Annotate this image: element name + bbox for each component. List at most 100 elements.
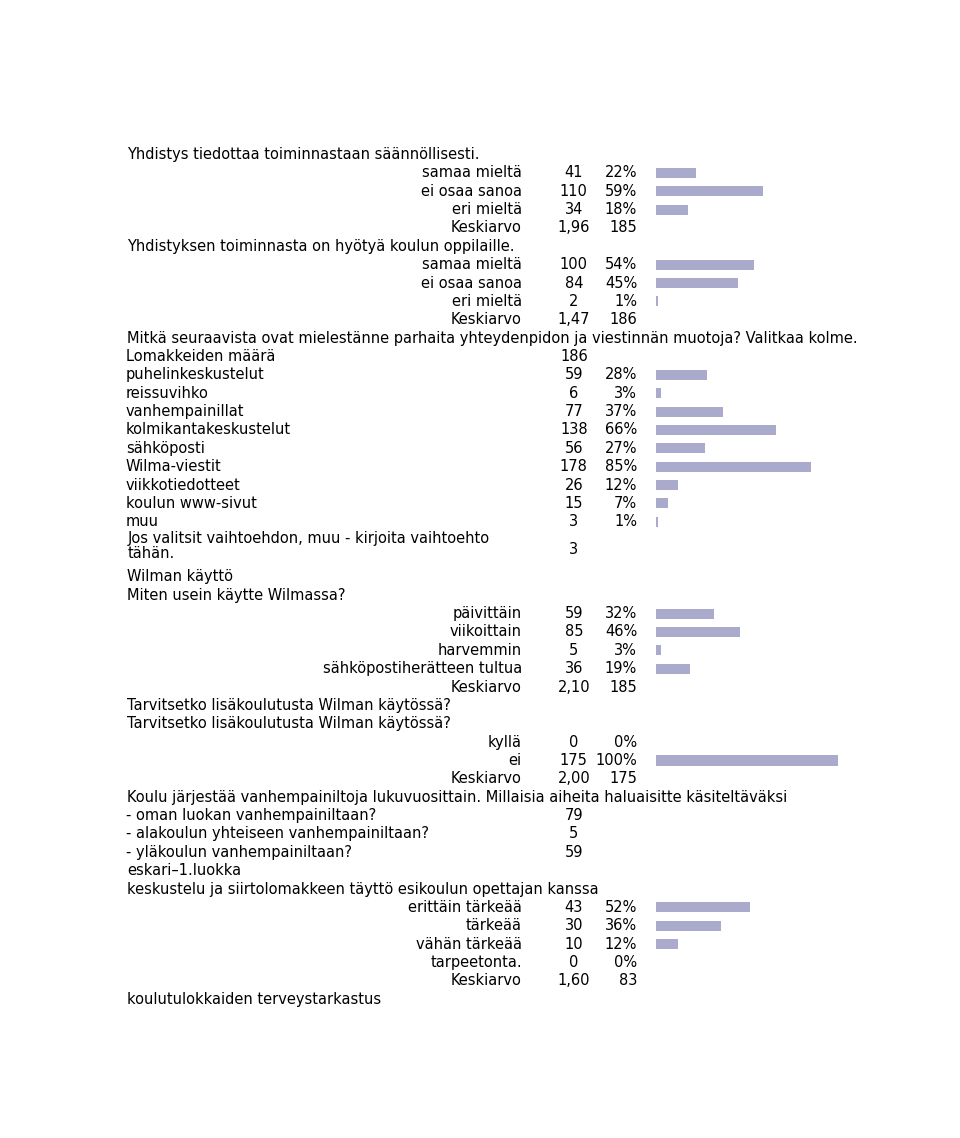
Text: 36: 36 [564, 661, 583, 676]
Text: 0: 0 [569, 735, 579, 750]
FancyBboxPatch shape [656, 627, 739, 637]
Text: Lomakkeiden määrä: Lomakkeiden määrä [126, 349, 276, 364]
Text: ei osaa sanoa: ei osaa sanoa [420, 275, 522, 290]
Text: 178: 178 [560, 460, 588, 475]
Text: Wilman käyttö: Wilman käyttö [128, 569, 233, 585]
Text: 3: 3 [569, 542, 579, 556]
Text: 138: 138 [560, 422, 588, 437]
Text: eskari–1.luokka: eskari–1.luokka [128, 864, 242, 879]
Text: muu: muu [126, 514, 159, 529]
FancyBboxPatch shape [656, 259, 755, 270]
Text: 36%: 36% [605, 918, 637, 933]
FancyBboxPatch shape [656, 498, 668, 509]
Text: 186: 186 [560, 349, 588, 364]
Text: 2: 2 [569, 294, 579, 308]
Text: 1,47: 1,47 [558, 312, 590, 328]
Text: 27%: 27% [605, 440, 637, 456]
Text: 15: 15 [564, 496, 583, 511]
Text: 5: 5 [569, 643, 579, 658]
Text: erittäin tärkeää: erittäin tärkeää [408, 900, 522, 915]
FancyBboxPatch shape [656, 296, 658, 306]
Text: sähköpostiherätteen tultua: sähköpostiherätteen tultua [323, 661, 522, 676]
Text: - yläkoulun vanhempainiltaan?: - yläkoulun vanhempainiltaan? [126, 844, 352, 860]
Text: 45%: 45% [605, 275, 637, 290]
Text: vanhempainillat: vanhempainillat [126, 404, 245, 419]
Text: 1,60: 1,60 [558, 973, 590, 989]
Text: 46%: 46% [605, 625, 637, 640]
Text: 34: 34 [564, 203, 583, 217]
Text: samaa mieltä: samaa mieltä [421, 165, 522, 180]
FancyBboxPatch shape [656, 756, 838, 766]
Text: eri mieltä: eri mieltä [451, 203, 522, 217]
Text: 59: 59 [564, 607, 583, 621]
FancyBboxPatch shape [656, 902, 751, 913]
Text: 0: 0 [569, 955, 579, 970]
Text: 26: 26 [564, 478, 583, 493]
Text: Tarvitsetko lisäkoulutusta Wilman käytössä?: Tarvitsetko lisäkoulutusta Wilman käytös… [128, 698, 451, 712]
Text: - alakoulun yhteiseen vanhempainiltaan?: - alakoulun yhteiseen vanhempainiltaan? [126, 826, 429, 841]
Text: keskustelu ja siirtolomakkeen täyttö esikoulun opettajan kanssa: keskustelu ja siirtolomakkeen täyttö esi… [128, 882, 599, 897]
Text: 3: 3 [569, 514, 579, 529]
Text: 1%: 1% [614, 294, 637, 308]
FancyBboxPatch shape [656, 517, 658, 527]
Text: 185: 185 [610, 679, 637, 694]
Text: ei: ei [509, 753, 522, 768]
Text: puhelinkeskustelut: puhelinkeskustelut [126, 368, 265, 382]
Text: reissuvihko: reissuvihko [126, 386, 209, 401]
Text: tarpeetonta.: tarpeetonta. [430, 955, 522, 970]
Text: 19%: 19% [605, 661, 637, 676]
Text: 175: 175 [560, 753, 588, 768]
Text: sähköposti: sähköposti [126, 440, 204, 456]
Text: 5: 5 [569, 826, 579, 841]
Text: 79: 79 [564, 808, 583, 823]
Text: 32%: 32% [605, 607, 637, 621]
Text: 100: 100 [560, 257, 588, 272]
Text: Keskiarvo: Keskiarvo [451, 312, 522, 328]
FancyBboxPatch shape [656, 645, 661, 655]
Text: 18%: 18% [605, 203, 637, 217]
Text: 43: 43 [564, 900, 583, 915]
FancyBboxPatch shape [656, 609, 714, 619]
Text: 100%: 100% [595, 753, 637, 768]
FancyBboxPatch shape [656, 921, 721, 931]
Text: ei osaa sanoa: ei osaa sanoa [420, 183, 522, 199]
Text: 77: 77 [564, 404, 584, 419]
Text: 54%: 54% [605, 257, 637, 272]
Text: 84: 84 [564, 275, 583, 290]
Text: koulutulokkaiden terveystarkastus: koulutulokkaiden terveystarkastus [128, 991, 381, 1007]
Text: 28%: 28% [605, 368, 637, 382]
Text: 12%: 12% [605, 478, 637, 493]
FancyBboxPatch shape [656, 480, 678, 490]
Text: koulun www-sivut: koulun www-sivut [126, 496, 257, 511]
Text: kyllä: kyllä [488, 735, 522, 750]
Text: harvemmin: harvemmin [438, 643, 522, 658]
Text: 0%: 0% [614, 735, 637, 750]
Text: 3%: 3% [614, 643, 637, 658]
Text: 186: 186 [610, 312, 637, 328]
Text: Wilma-viestit: Wilma-viestit [126, 460, 222, 475]
FancyBboxPatch shape [656, 444, 705, 453]
FancyBboxPatch shape [656, 187, 763, 196]
Text: päivittäin: päivittäin [452, 607, 522, 621]
FancyBboxPatch shape [656, 388, 661, 398]
Text: Jos valitsit vaihtoehdon, muu - kirjoita vaihtoehto: Jos valitsit vaihtoehdon, muu - kirjoita… [128, 530, 490, 546]
Text: 1%: 1% [614, 514, 637, 529]
Text: Keskiarvo: Keskiarvo [451, 679, 522, 694]
FancyBboxPatch shape [656, 370, 707, 380]
FancyBboxPatch shape [656, 424, 776, 435]
Text: 66%: 66% [605, 422, 637, 437]
Text: viikkotiedotteet: viikkotiedotteet [126, 478, 241, 493]
Text: - oman luokan vanhempainiltaan?: - oman luokan vanhempainiltaan? [126, 808, 376, 823]
FancyBboxPatch shape [656, 278, 737, 288]
Text: 56: 56 [564, 440, 583, 456]
Text: 41: 41 [564, 165, 583, 180]
Text: 85%: 85% [605, 460, 637, 475]
Text: 6: 6 [569, 386, 579, 401]
Text: Yhdistys tiedottaa toiminnastaan säännöllisesti.: Yhdistys tiedottaa toiminnastaan säännöl… [128, 147, 480, 162]
Text: Tarvitsetko lisäkoulutusta Wilman käytössä?: Tarvitsetko lisäkoulutusta Wilman käytös… [128, 716, 451, 732]
Text: Keskiarvo: Keskiarvo [451, 772, 522, 786]
Text: kolmikantakeskustelut: kolmikantakeskustelut [126, 422, 291, 437]
Text: 59: 59 [564, 368, 583, 382]
Text: Keskiarvo: Keskiarvo [451, 221, 522, 236]
Text: 2,00: 2,00 [558, 772, 590, 786]
